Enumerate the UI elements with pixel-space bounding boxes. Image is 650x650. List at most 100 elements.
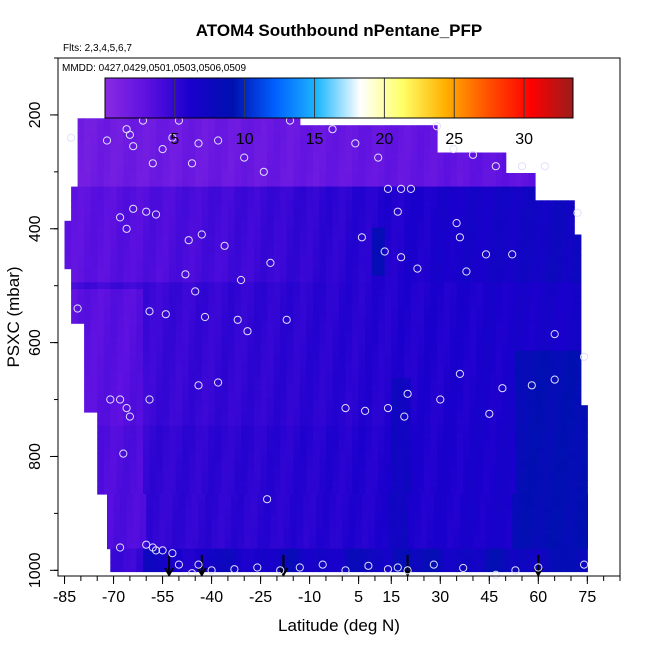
heatmap-cell (404, 487, 412, 495)
heatmap-cell (332, 459, 340, 468)
heatmap-cell (214, 487, 222, 495)
heatmap-cell (129, 473, 137, 481)
heatmap-cell (182, 323, 190, 331)
heatmap-cell (227, 302, 235, 311)
heatmap-cell (234, 398, 242, 406)
heatmap-cell (325, 295, 333, 304)
heatmap-cell (234, 159, 242, 167)
heatmap-cell (84, 330, 92, 338)
heatmap-cell (123, 302, 131, 311)
heatmap-cell (554, 207, 562, 215)
heatmap-cell (522, 487, 530, 495)
heatmap-cell (508, 357, 516, 365)
heatmap-cell (495, 302, 503, 311)
heatmap-cell (463, 323, 471, 331)
heatmap-cell (365, 398, 373, 406)
heatmap-cell (358, 220, 366, 229)
heatmap-cell (345, 234, 353, 242)
heatmap-cell (172, 500, 180, 509)
heatmap-cell (221, 569, 229, 573)
heatmap-cell (371, 418, 379, 427)
heatmap-cell (247, 371, 255, 379)
heatmap-cell (424, 295, 432, 304)
heatmap-cell (123, 227, 131, 235)
heatmap-cell (218, 528, 226, 536)
heatmap-cell (260, 268, 268, 276)
heatmap-cell (450, 316, 458, 324)
heatmap-cell (574, 480, 582, 488)
heatmap-cell (113, 528, 121, 536)
heatmap-cell (548, 214, 556, 222)
heatmap-cell (486, 507, 494, 516)
heatmap-cell (358, 316, 366, 324)
heatmap-cell (371, 323, 379, 331)
heatmap-cell (156, 152, 164, 160)
heatmap-cell (391, 275, 399, 283)
heatmap-cell (234, 330, 242, 338)
heatmap-cell (446, 528, 454, 536)
heatmap-cell (208, 289, 216, 297)
heatmap-cell (358, 562, 366, 570)
heatmap-cell (522, 186, 530, 194)
heatmap-cell (358, 227, 366, 235)
heatmap-cell (489, 480, 497, 488)
heatmap-cell (241, 446, 249, 454)
heatmap-cell (221, 309, 229, 317)
heatmap-cell (443, 275, 451, 283)
heatmap-cell (241, 179, 249, 188)
heatmap-cell (312, 282, 320, 290)
heatmap-cell (293, 323, 301, 331)
heatmap-cell (169, 432, 177, 440)
heatmap-cell (221, 248, 229, 256)
heatmap-cell (149, 268, 157, 276)
heatmap-cell (463, 384, 471, 393)
heatmap-cell (551, 500, 559, 509)
heatmap-cell (424, 159, 432, 167)
heatmap-cell (495, 562, 503, 570)
heatmap-cell (306, 364, 314, 372)
heatmap-cell (286, 282, 294, 290)
heatmap-cell (77, 261, 85, 270)
heatmap-cell (495, 473, 503, 481)
heatmap-cell (221, 487, 229, 495)
heatmap-cell (430, 384, 438, 393)
heatmap-cell (149, 412, 157, 420)
heatmap-cell (515, 323, 523, 331)
heatmap-cell (169, 473, 177, 481)
heatmap-cell (306, 418, 314, 427)
heatmap-cell (250, 528, 258, 536)
heatmap-cell (234, 364, 242, 372)
heatmap-cell (456, 412, 464, 420)
heatmap-cell (169, 118, 177, 126)
heatmap-cell (450, 418, 458, 427)
heatmap-cell (218, 521, 226, 529)
heatmap-cell (443, 193, 451, 201)
heatmap-cell (463, 302, 471, 311)
heatmap-cell (424, 432, 432, 440)
heatmap-cell (437, 234, 445, 242)
heatmap-cell (234, 555, 242, 563)
heatmap-cell (260, 371, 268, 379)
heatmap-cell (365, 364, 373, 372)
heatmap-cell (482, 439, 490, 447)
heatmap-cell (241, 398, 249, 406)
heatmap-cell (123, 138, 131, 147)
heatmap-cell (280, 248, 288, 256)
heatmap-cell (319, 138, 327, 147)
heatmap-cell (567, 398, 575, 406)
heatmap-cell (175, 234, 183, 242)
heatmap-cell (110, 569, 118, 573)
heatmap-cell (469, 453, 477, 461)
heatmap-cell (214, 398, 222, 406)
heatmap-cell (299, 432, 307, 440)
heatmap-cell (136, 480, 144, 488)
heatmap-cell (502, 268, 510, 276)
heatmap-cell (263, 514, 271, 522)
heatmap-cell (260, 384, 268, 393)
heatmap-cell (195, 323, 203, 331)
heatmap-cell (332, 268, 340, 276)
heatmap-cell (371, 391, 379, 399)
heatmap-cell (254, 309, 262, 317)
heatmap-cell (162, 412, 170, 420)
heatmap-cell (195, 255, 203, 263)
